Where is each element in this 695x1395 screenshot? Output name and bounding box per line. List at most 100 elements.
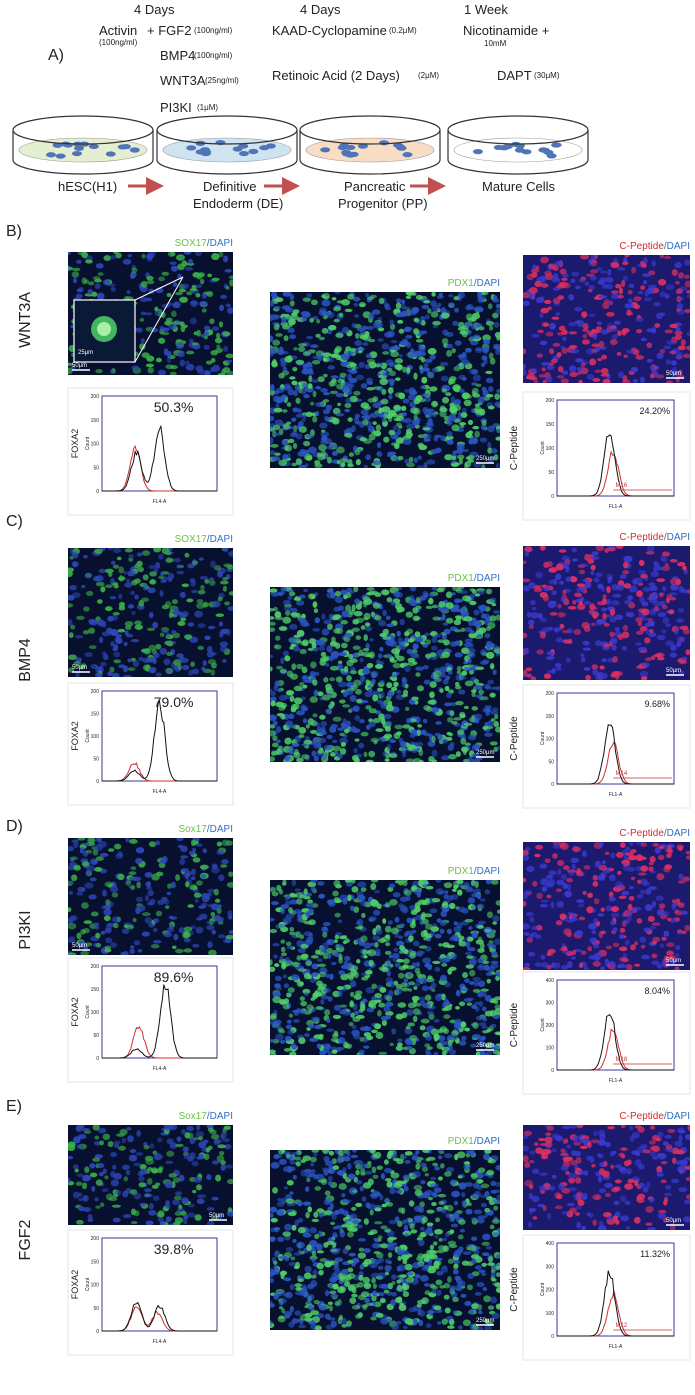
cell — [365, 986, 375, 994]
cell — [282, 880, 287, 886]
cell — [530, 368, 537, 373]
cell — [405, 295, 412, 299]
cell — [650, 571, 660, 578]
cell — [168, 612, 173, 619]
cell — [130, 885, 136, 891]
cell — [274, 644, 282, 650]
cell — [539, 312, 544, 319]
cell — [187, 622, 195, 627]
cell — [405, 334, 413, 339]
y-tick-label: 150 — [546, 714, 555, 720]
cell — [228, 591, 233, 596]
percent: 8.04% — [644, 986, 670, 996]
cell — [297, 968, 307, 972]
cell — [424, 994, 432, 1001]
cell — [473, 713, 483, 721]
cell — [580, 362, 586, 368]
cell — [134, 620, 142, 626]
cell — [637, 879, 642, 884]
cell — [563, 928, 572, 936]
cell — [168, 1173, 177, 1178]
cell — [418, 749, 424, 757]
cell — [674, 910, 684, 916]
cell — [574, 592, 583, 598]
cell — [644, 628, 650, 634]
cell — [215, 613, 225, 618]
cell — [552, 342, 561, 347]
cell — [186, 1125, 195, 1132]
cell — [437, 639, 445, 644]
cell — [676, 288, 683, 294]
cell — [321, 613, 326, 621]
cell — [282, 1003, 290, 1010]
cell — [195, 293, 201, 298]
cell — [404, 326, 410, 332]
cell — [368, 338, 376, 343]
cell — [621, 261, 629, 266]
y-tick-label: 0 — [551, 494, 554, 500]
cell — [645, 551, 655, 555]
cell — [410, 407, 419, 414]
cell — [107, 848, 115, 852]
cell — [600, 329, 609, 335]
cell — [71, 150, 82, 157]
cell — [117, 873, 125, 881]
cell — [382, 351, 390, 355]
cell — [465, 321, 471, 329]
cell — [287, 327, 295, 334]
cell — [323, 619, 332, 625]
cell — [298, 345, 306, 353]
cell — [431, 988, 436, 992]
cell — [471, 665, 478, 671]
cell — [139, 343, 146, 351]
cell — [640, 285, 646, 291]
cell — [446, 944, 455, 949]
cell — [351, 1029, 360, 1037]
cell — [609, 637, 618, 645]
cell — [82, 629, 90, 635]
cell — [646, 342, 653, 349]
cell — [282, 292, 292, 297]
cell — [563, 562, 569, 569]
cell — [580, 653, 585, 658]
cell — [477, 948, 485, 953]
cell — [131, 271, 137, 277]
cell — [166, 1138, 174, 1145]
cell — [606, 323, 614, 327]
cell — [291, 742, 300, 747]
cell — [548, 878, 555, 886]
cell — [486, 978, 491, 984]
cell — [361, 976, 369, 981]
cell — [674, 330, 683, 336]
cell — [476, 634, 483, 638]
cell — [282, 394, 287, 402]
cell — [170, 252, 176, 257]
cell — [248, 148, 259, 155]
cell — [452, 587, 461, 592]
cell — [467, 757, 473, 762]
cell — [220, 294, 227, 299]
duration: 1 Week — [464, 2, 508, 17]
cell — [418, 759, 424, 762]
cell — [453, 296, 459, 301]
cell — [623, 354, 628, 358]
cell — [211, 252, 220, 261]
cell — [637, 647, 647, 652]
cell — [566, 877, 574, 883]
y-tick-label: 200 — [91, 394, 100, 400]
cell — [588, 285, 595, 290]
cell — [592, 943, 600, 949]
cell — [632, 578, 638, 585]
cell — [372, 694, 379, 702]
cell — [427, 347, 437, 355]
cell — [88, 627, 96, 634]
cell — [373, 740, 378, 745]
cell — [431, 645, 438, 651]
cell — [285, 941, 292, 947]
cell — [104, 948, 112, 953]
histogram-curve — [557, 724, 674, 785]
cell — [218, 921, 224, 925]
cell — [472, 687, 477, 694]
cell — [478, 627, 487, 634]
